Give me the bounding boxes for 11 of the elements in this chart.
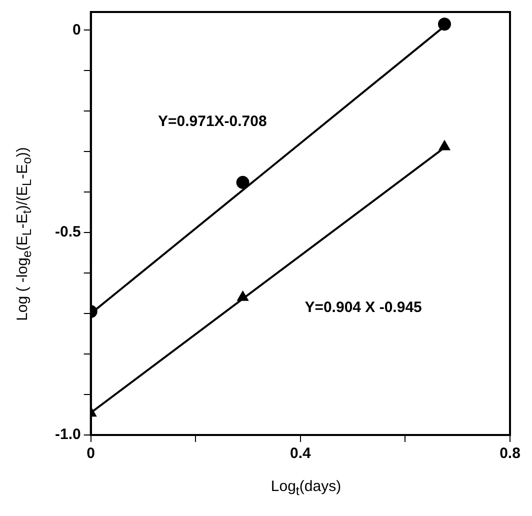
point <box>438 140 450 150</box>
x-tick-label: 0 <box>86 445 96 462</box>
x-tick-label: 0.8 <box>500 445 520 462</box>
x-axis-title: Log$_{t}$(days) <box>270 478 342 498</box>
annotation: Y=0.971X-0.708 <box>158 113 267 130</box>
point <box>438 18 452 31</box>
y-tick-label: -1.0 <box>54 426 81 444</box>
x-tick-label: 0.4 <box>290 445 312 462</box>
annotation: Y=0.904 X -0.945 <box>304 299 422 316</box>
y-tick-label: 0 <box>72 21 81 38</box>
y-tick-label: -0.5 <box>54 224 81 241</box>
